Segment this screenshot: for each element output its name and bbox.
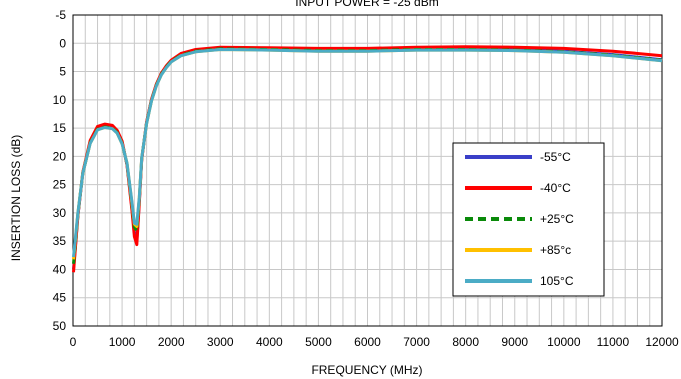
y-tick-label: 0 — [59, 36, 66, 50]
y-tick-label: 30 — [53, 206, 67, 220]
legend: -55°C -40°C +25°C +85°c 105°C — [452, 142, 605, 297]
legend-label: -55°C — [540, 150, 571, 164]
y-tick-label: 10 — [53, 93, 67, 107]
y-tick-label: 5 — [59, 65, 66, 79]
x-tick-label: 8000 — [452, 335, 479, 349]
legend-label: +25°C — [540, 212, 574, 226]
x-tick-label: 2000 — [158, 335, 185, 349]
series-lines — [72, 45, 663, 273]
series-line-5 — [72, 48, 663, 258]
y-tick-label: 40 — [53, 262, 67, 276]
y-tick-label: 25 — [53, 178, 67, 192]
x-tick-label: 11000 — [597, 335, 630, 349]
legend-label: -40°C — [540, 181, 571, 195]
y-tick-label: 45 — [53, 291, 67, 305]
x-tick-label: 9000 — [501, 335, 528, 349]
x-tick-label: 0 — [70, 335, 77, 349]
y-axis-ticks: -5 0 5 10 15 20 25 30 35 40 45 50 — [53, 8, 67, 333]
y-axis-label: INSERTION LOSS (dB) — [9, 135, 23, 261]
plot-area — [72, 14, 663, 327]
x-axis-label: FREQUENCY (MHz) — [311, 363, 422, 377]
y-tick-label: 20 — [53, 149, 67, 163]
legend-box — [452, 142, 605, 297]
x-tick-label: 5000 — [305, 335, 332, 349]
y-tick-label: 35 — [53, 234, 67, 248]
x-tick-label: 3000 — [207, 335, 234, 349]
legend-label: +85°c — [540, 243, 571, 257]
x-tick-label: 10000 — [547, 335, 581, 349]
x-tick-label: 12000 — [645, 335, 679, 349]
x-tick-label: 1000 — [109, 335, 136, 349]
x-axis-ticks: 0 1000 2000 3000 4000 5000 6000 7000 8000 9000 100… — [70, 335, 679, 349]
x-tick-label: 6000 — [354, 335, 381, 349]
x-tick-label: 7000 — [403, 335, 430, 349]
chart-title: INPUT POWER = -25 dBm — [295, 0, 438, 9]
legend-label: 105°C — [540, 274, 574, 288]
y-tick-label: -5 — [55, 8, 66, 22]
y-tick-label: 15 — [53, 121, 67, 135]
x-tick-label: 4000 — [256, 335, 283, 349]
y-tick-label: 50 — [53, 319, 67, 333]
